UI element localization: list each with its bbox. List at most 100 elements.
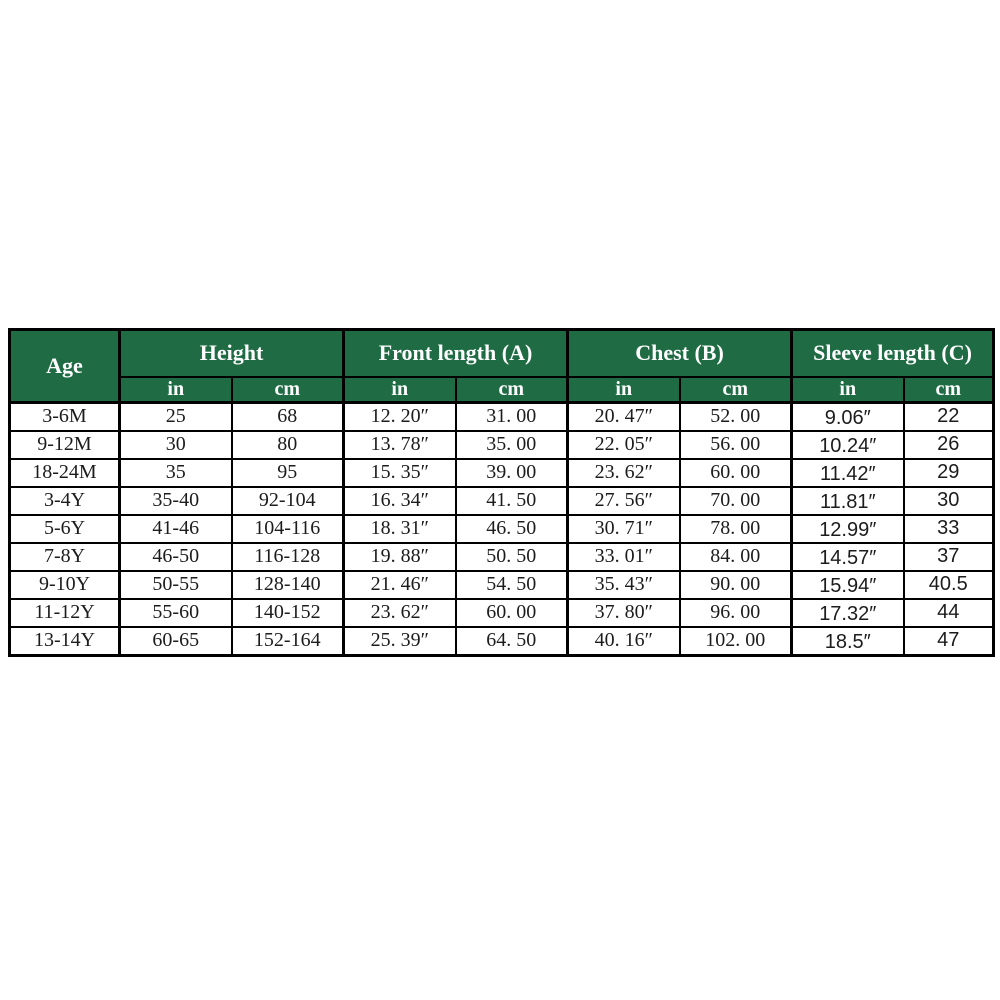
table-body: 3-6M 25 68 12. 20″ 31. 00 20. 47″ 52. 00 9.06″ 2… xyxy=(8,401,995,656)
height-cm-cell: 140-152 xyxy=(230,597,345,628)
height-cm-cell: 95 xyxy=(230,457,345,488)
height-in-cell: 35 xyxy=(118,457,233,488)
chest-cm-cell: 60. 00 xyxy=(678,457,793,488)
chest-in-cell: 30. 71″ xyxy=(566,513,681,544)
table-row: 9-10Y 50-55 128-140 21. 46″ 54. 50 35. 43″ 90.… xyxy=(8,569,995,600)
age-cell: 9-12M xyxy=(8,429,121,460)
front-length-cm-cell: 50. 50 xyxy=(454,541,569,572)
table-row: 5-6Y 41-46 104-116 18. 31″ 46. 50 30. 71″ 78. … xyxy=(8,513,995,544)
chest-in-cell: 23. 62″ xyxy=(566,457,681,488)
unit-header-height-cm: cm xyxy=(230,375,345,403)
age-cell: 9-10Y xyxy=(8,569,121,600)
header-unit-row: in cm in cm in cm in cm xyxy=(10,375,995,403)
chest-cm-cell: 56. 00 xyxy=(678,429,793,460)
chest-in-cell: 40. 16″ xyxy=(566,625,681,656)
chest-cm-cell: 84. 00 xyxy=(678,541,793,572)
column-header-height: Height xyxy=(118,328,345,378)
age-cell: 3-4Y xyxy=(8,485,121,516)
height-cm-cell: 104-116 xyxy=(230,513,345,544)
table-row: 13-14Y 60-65 152-164 25. 39″ 64. 50 40. 16″ 10… xyxy=(8,625,995,656)
chest-in-cell: 20. 47″ xyxy=(566,401,681,432)
front-length-in-cell: 21. 46″ xyxy=(342,569,457,600)
size-chart-table: Age Height Front length (A) Chest (B) Sl… xyxy=(8,328,996,657)
sleeve-in-cell: 15.94″ xyxy=(790,569,905,600)
sleeve-cm-cell: 33 xyxy=(902,513,995,544)
table-row: 11-12Y 55-60 140-152 23. 62″ 60. 00 37. 80″ 96… xyxy=(8,597,995,628)
chest-cm-cell: 52. 00 xyxy=(678,401,793,432)
sleeve-in-cell: 12.99″ xyxy=(790,513,905,544)
height-cm-cell: 116-128 xyxy=(230,541,345,572)
table-row: 3-4Y 35-40 92-104 16. 34″ 41. 50 27. 56″ 70. 0… xyxy=(8,485,995,516)
front-length-cm-cell: 64. 50 xyxy=(454,625,569,656)
chest-cm-cell: 78. 00 xyxy=(678,513,793,544)
height-in-cell: 25 xyxy=(118,401,233,432)
height-in-cell: 30 xyxy=(118,429,233,460)
size-chart: Age Height Front length (A) Chest (B) Sl… xyxy=(8,328,996,657)
front-length-in-cell: 19. 88″ xyxy=(342,541,457,572)
sleeve-in-cell: 17.32″ xyxy=(790,597,905,628)
unit-header-front-length-in: in xyxy=(342,375,457,403)
chest-cm-cell: 70. 00 xyxy=(678,485,793,516)
age-cell: 7-8Y xyxy=(8,541,121,572)
height-in-cell: 55-60 xyxy=(118,597,233,628)
chest-cm-cell: 96. 00 xyxy=(678,597,793,628)
unit-header-height-in: in xyxy=(118,375,233,403)
chest-in-cell: 33. 01″ xyxy=(566,541,681,572)
front-length-in-cell: 12. 20″ xyxy=(342,401,457,432)
unit-header-chest-in: in xyxy=(566,375,681,403)
sleeve-cm-cell: 40.5 xyxy=(902,569,995,600)
front-length-cm-cell: 41. 50 xyxy=(454,485,569,516)
chest-in-cell: 35. 43″ xyxy=(566,569,681,600)
front-length-in-cell: 23. 62″ xyxy=(342,597,457,628)
height-cm-cell: 152-164 xyxy=(230,625,345,656)
sleeve-in-cell: 11.42″ xyxy=(790,457,905,488)
height-cm-cell: 92-104 xyxy=(230,485,345,516)
front-length-cm-cell: 35. 00 xyxy=(454,429,569,460)
front-length-in-cell: 18. 31″ xyxy=(342,513,457,544)
age-cell: 18-24M xyxy=(8,457,121,488)
column-header-age: Age xyxy=(8,328,121,403)
height-in-cell: 50-55 xyxy=(118,569,233,600)
height-cm-cell: 128-140 xyxy=(230,569,345,600)
front-length-cm-cell: 46. 50 xyxy=(454,513,569,544)
front-length-cm-cell: 54. 50 xyxy=(454,569,569,600)
unit-header-chest-cm: cm xyxy=(678,375,793,403)
column-header-chest: Chest (B) xyxy=(565,328,793,378)
sleeve-cm-cell: 22 xyxy=(902,401,995,432)
front-length-in-cell: 13. 78″ xyxy=(342,429,457,460)
sleeve-in-cell: 11.81″ xyxy=(790,485,905,516)
height-in-cell: 46-50 xyxy=(118,541,233,572)
height-cm-cell: 80 xyxy=(230,429,345,460)
front-length-in-cell: 15. 35″ xyxy=(342,457,457,488)
table-row: 7-8Y 46-50 116-128 19. 88″ 50. 50 33. 01″ 84. … xyxy=(8,541,995,572)
chest-in-cell: 22. 05″ xyxy=(566,429,681,460)
age-cell: 11-12Y xyxy=(8,597,121,628)
sleeve-cm-cell: 47 xyxy=(902,625,995,656)
table-header: Age Height Front length (A) Chest (B) Sl… xyxy=(8,328,995,403)
chest-in-cell: 27. 56″ xyxy=(566,485,681,516)
table-row: 18-24M 35 95 15. 35″ 39. 00 23. 62″ 60. 00 11.4… xyxy=(8,457,995,488)
sleeve-cm-cell: 29 xyxy=(902,457,995,488)
height-in-cell: 41-46 xyxy=(118,513,233,544)
front-length-cm-cell: 31. 00 xyxy=(454,401,569,432)
header-group-row: Age Height Front length (A) Chest (B) Sl… xyxy=(8,328,995,403)
front-length-in-cell: 25. 39″ xyxy=(342,625,457,656)
sleeve-in-cell: 9.06″ xyxy=(790,401,905,432)
sleeve-in-cell: 18.5″ xyxy=(790,625,905,656)
column-header-sleeve-length: Sleeve length (C) xyxy=(790,328,995,378)
chest-cm-cell: 102. 00 xyxy=(678,625,793,656)
age-cell: 13-14Y xyxy=(8,625,121,656)
unit-header-front-length-cm: cm xyxy=(454,375,569,403)
unit-header-sleeve-cm: cm xyxy=(902,375,995,403)
height-in-cell: 35-40 xyxy=(118,485,233,516)
sleeve-cm-cell: 37 xyxy=(902,541,995,572)
sleeve-in-cell: 10.24″ xyxy=(790,429,905,460)
table-row: 9-12M 30 80 13. 78″ 35. 00 22. 05″ 56. 00 10.24… xyxy=(8,429,995,460)
height-cm-cell: 68 xyxy=(230,401,345,432)
table-row: 3-6M 25 68 12. 20″ 31. 00 20. 47″ 52. 00 9.06″ 2… xyxy=(8,401,995,432)
unit-header-sleeve-in: in xyxy=(790,375,905,403)
chest-in-cell: 37. 80″ xyxy=(566,597,681,628)
sleeve-in-cell: 14.57″ xyxy=(790,541,905,572)
sleeve-cm-cell: 44 xyxy=(902,597,995,628)
